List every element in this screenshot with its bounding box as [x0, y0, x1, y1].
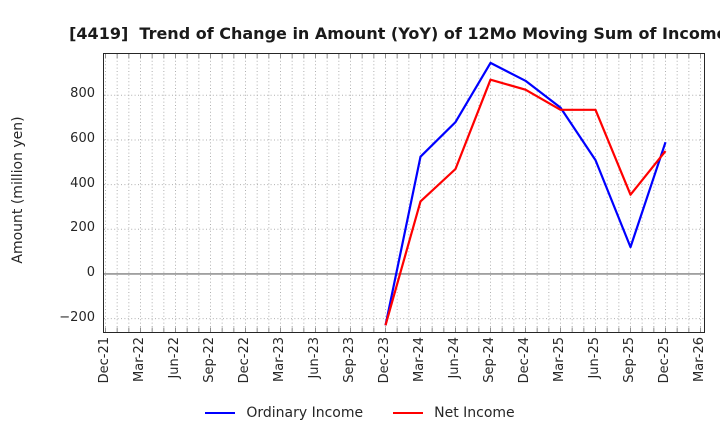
y-tick-label: 400 [70, 175, 95, 191]
x-tick-label: Sep-22 [201, 337, 217, 383]
y-tick-label: 600 [70, 130, 95, 146]
series-line-net-income [384, 78, 667, 326]
x-tick-label: Dec-21 [96, 337, 112, 384]
legend-line-swatch [205, 412, 236, 414]
x-tick-label: Jun-22 [166, 337, 182, 379]
legend-label: Ordinary Income [246, 405, 364, 421]
x-tick-label: Mar-24 [411, 337, 427, 382]
legend-label: Net Income [434, 405, 515, 421]
y-tick-label: −200 [59, 309, 95, 325]
legend-item-net-income: Net Income [393, 405, 515, 421]
plot-area [103, 53, 705, 333]
x-tick-label: Dec-22 [236, 337, 252, 384]
x-tick-label: Mar-25 [551, 337, 567, 382]
x-tick-label: Mar-26 [691, 337, 707, 382]
y-axis-label: Amount (million yen) [10, 116, 26, 264]
legend-item-ordinary-income: Ordinary Income [205, 405, 363, 421]
x-tick-label: Dec-23 [376, 337, 392, 384]
x-tick-label: Sep-23 [341, 337, 357, 383]
y-tick-label: 800 [70, 86, 95, 102]
x-tick-label: Sep-25 [621, 337, 637, 383]
x-tick-label: Jun-23 [306, 337, 322, 379]
y-tick-label: 0 [86, 264, 95, 280]
x-tick-label: Mar-22 [131, 337, 147, 382]
chart-legend: Ordinary Income Net Income [0, 405, 720, 421]
series-line-ordinary-income [384, 61, 667, 326]
x-tick-label: Jun-25 [586, 337, 602, 379]
x-tick-label: Dec-24 [516, 337, 532, 384]
chart-title: [4419] Trend of Change in Amount (YoY) o… [69, 24, 720, 43]
x-tick-label: Mar-23 [271, 337, 287, 382]
line-chart-canvas [104, 54, 704, 332]
x-tick-label: Jun-24 [446, 337, 462, 379]
y-tick-label: 200 [70, 220, 95, 236]
legend-line-swatch [393, 412, 424, 414]
x-tick-label: Sep-24 [481, 337, 497, 383]
x-tick-label: Dec-25 [656, 337, 672, 384]
